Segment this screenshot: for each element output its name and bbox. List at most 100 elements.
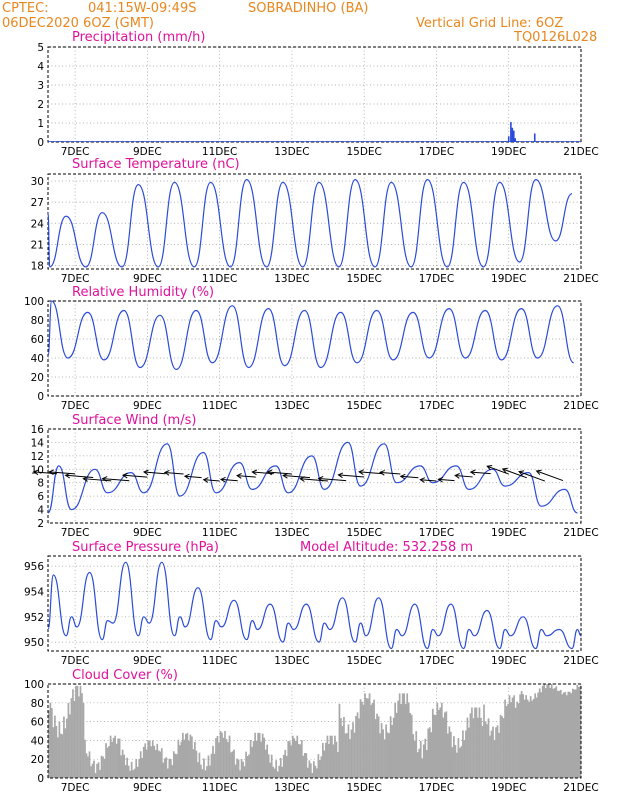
cloud-bar (157, 750, 160, 778)
cloud-bar (102, 756, 104, 778)
cloud-bar (412, 734, 415, 778)
wind-vector-head (266, 469, 273, 476)
cloud-bar (436, 702, 439, 778)
wind-xtick-label: 11DEC (202, 527, 237, 539)
cloud-bar (571, 688, 574, 778)
temp-frame (47, 173, 582, 270)
wind-vector-head (379, 469, 385, 476)
temp-xtick-label: 19DEC (491, 273, 526, 285)
cloud-bar (169, 759, 172, 778)
cloud-bar (385, 724, 387, 778)
cloud-bar (406, 693, 409, 778)
cloud-bar (132, 770, 135, 778)
cloud-bar (266, 744, 269, 778)
cloud-bar (328, 743, 330, 778)
wind-xtick-label: 17DEC (419, 527, 454, 539)
cloud-bar (558, 690, 561, 778)
cloud-bar (141, 757, 144, 778)
cloud-bar (105, 743, 107, 778)
cloud-bar (317, 754, 320, 778)
cloud-bar (407, 702, 410, 778)
wind-vector (318, 477, 347, 482)
cloud-bar (166, 768, 169, 778)
cloud-bar (133, 768, 136, 778)
cloud-bar (508, 695, 511, 778)
cloud-bar (215, 738, 217, 778)
cloud-bar (565, 695, 568, 778)
cloud-bar (576, 685, 579, 778)
cloud-bar (373, 699, 375, 778)
cloud-bar (422, 744, 425, 778)
pressure-xtick-label: 19DEC (491, 655, 526, 667)
cloud-bar (94, 773, 97, 778)
precip-bar (514, 138, 517, 142)
rh-ytick-label: 40 (31, 353, 44, 365)
wind-vector-head (202, 477, 209, 483)
wind-vector-head (32, 469, 39, 476)
cloud-bar (368, 693, 371, 778)
cloud-bar (326, 735, 329, 778)
cloud-bar (153, 745, 156, 778)
cloud-bar (69, 714, 71, 778)
cloud-bar (126, 757, 128, 778)
cloud-bar (341, 726, 344, 778)
rh-xtick-label: 7DEC (61, 400, 90, 412)
wind-vector-head (358, 469, 364, 476)
cloud-bar (386, 732, 389, 778)
cloud-bar (281, 766, 284, 778)
cloud-bar (109, 735, 112, 778)
wind-vector-head (48, 469, 55, 476)
cloud-bar (460, 746, 463, 778)
cloud-bar (48, 710, 50, 778)
pressure-panel: 950 952 954 956 7DEC 9DEC 11DEC 13DEC 15DEC 17DEC… (24, 555, 599, 667)
temp-ytick-label: 30 (31, 176, 44, 188)
cloud-bar (302, 755, 305, 778)
cloud-bar (453, 736, 455, 778)
wind-vector (122, 474, 148, 478)
cloud-bar (178, 745, 181, 778)
cloud-ytick-label: 60 (31, 717, 44, 729)
cloud-bar (555, 686, 558, 778)
cloud-bar (445, 711, 448, 778)
cloud-bar (106, 747, 109, 778)
cloud-bar (446, 733, 449, 778)
cloud-bar (350, 729, 353, 778)
wind-vector (65, 474, 94, 479)
cloud-bar (75, 685, 77, 778)
cloud-bar (416, 752, 419, 778)
temp-xtick-label: 9DEC (133, 273, 162, 285)
cloud-bar (240, 759, 243, 778)
cloud-bar (200, 764, 202, 778)
cloud-bar (486, 724, 488, 778)
cloud-bar (139, 751, 142, 778)
cloud-bar (55, 725, 58, 778)
cloud-bar (329, 735, 332, 778)
cloud-bar (76, 685, 79, 778)
wind-ytick-label: 12 (31, 451, 44, 463)
cloud-bar (540, 692, 543, 778)
wind-vector (420, 479, 437, 482)
cloud-bar (186, 732, 189, 778)
header-station: SOBRADINHO (BA) (248, 1, 368, 16)
cloud-bar (309, 763, 312, 778)
pressure-xtick-label: 9DEC (133, 655, 162, 667)
precip-xtick-label: 21DEC (563, 146, 598, 158)
cloud-bar (197, 762, 199, 778)
cloud-bar (334, 735, 336, 778)
cloud-bar (526, 699, 529, 778)
cloud-bar (72, 689, 74, 778)
cloud-bar (90, 766, 92, 778)
cloud-bar (489, 735, 491, 778)
cloud-bar (462, 730, 464, 778)
cloud-bar (579, 685, 582, 778)
cloud-bar (84, 739, 86, 778)
precip-ytick-label: 4 (37, 61, 44, 73)
cloud-bar (514, 707, 517, 778)
cloud-bar (570, 693, 573, 778)
wind-vector (83, 478, 112, 482)
cloud-bar (180, 741, 183, 778)
wind-vector (143, 471, 166, 475)
wind-vector-head (437, 476, 444, 483)
cloud-bar (51, 707, 53, 778)
cloud-bar (465, 730, 467, 778)
